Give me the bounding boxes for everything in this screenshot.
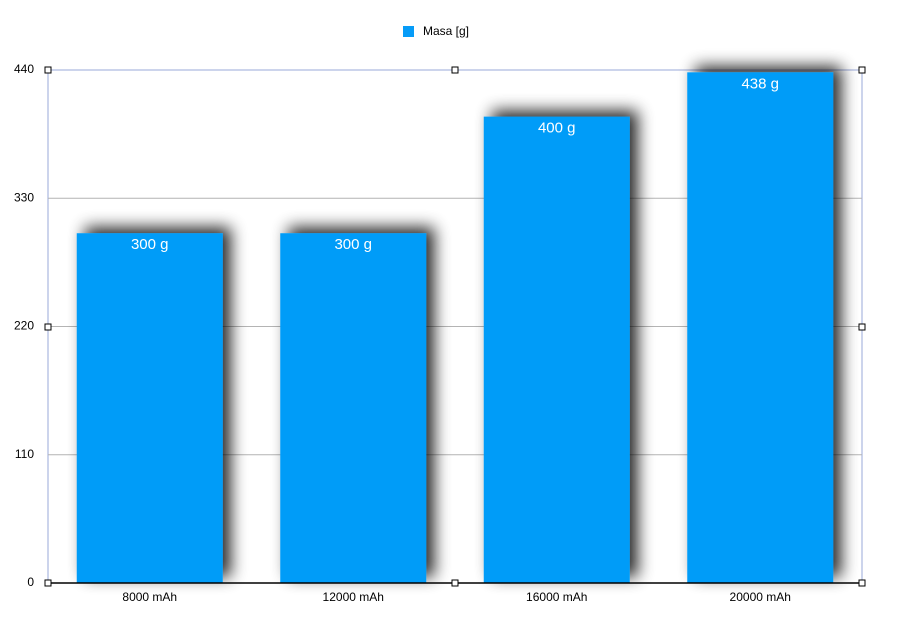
bars	[76, 72, 834, 584]
handle	[44, 323, 52, 331]
legend-label: Masa [g]	[423, 24, 469, 38]
x-tick-label: 12000 mAh	[323, 590, 384, 604]
handle	[858, 323, 866, 331]
y-tick-label: 330	[14, 190, 34, 204]
x-tick-label: 20000 mAh	[730, 590, 791, 604]
y-tick-label: 220	[14, 319, 34, 333]
y-tick-label: 0	[27, 575, 34, 589]
handle	[451, 66, 459, 74]
handle	[44, 66, 52, 74]
x-tick-label: 8000 mAh	[122, 590, 177, 604]
y-tick-label: 440	[14, 62, 34, 76]
bar	[76, 233, 223, 583]
bar	[687, 72, 834, 583]
x-tick-label: 16000 mAh	[526, 590, 587, 604]
value-label: 438 g	[741, 75, 779, 92]
legend-swatch	[403, 26, 414, 37]
value-label: 300 g	[131, 236, 169, 253]
handle	[858, 579, 866, 587]
y-tick-label: 110	[15, 447, 34, 461]
handle	[451, 579, 459, 587]
value-label: 400 g	[538, 120, 576, 137]
handle	[44, 579, 52, 587]
value-label: 300 g	[334, 236, 372, 253]
selection-handles	[44, 66, 866, 587]
bar	[483, 116, 630, 584]
bar	[280, 233, 427, 583]
handle	[858, 66, 866, 74]
